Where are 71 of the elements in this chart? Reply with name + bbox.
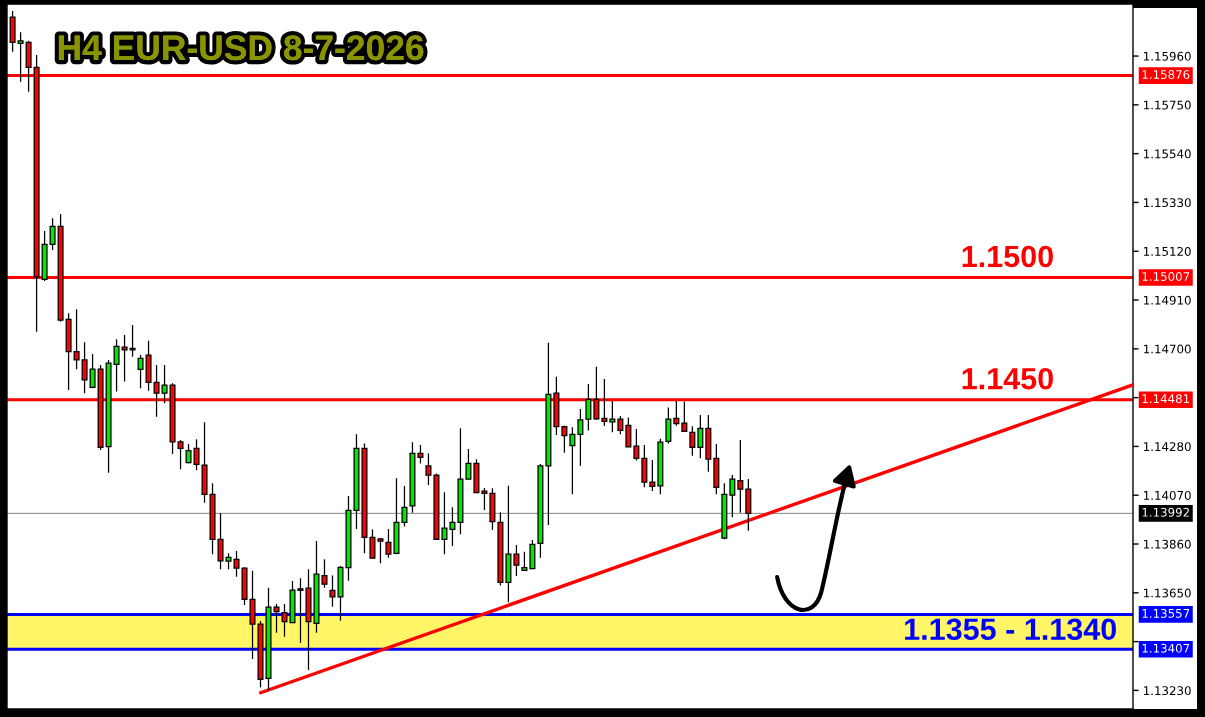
candlestick [121,334,128,383]
candlestick [697,414,704,459]
annotation: 1.1450 [962,367,1053,390]
y-tick-label: 1.15750 [1144,100,1191,110]
candlestick [497,511,504,587]
y-tick-label: 1.15120 [1144,246,1191,256]
band-label: 1.1355 - 1.1340 [905,618,1116,641]
annotation: 1.1500 [962,245,1053,268]
candlestick [473,458,480,494]
candlestick [73,308,80,370]
ref-line-label: 1.13407 [1142,643,1190,653]
candlestick [81,341,88,394]
candlestick [745,478,752,532]
candlestick [489,487,496,531]
text: H4 EUR-USD 8-7-2026 [58,35,424,61]
candlestick [609,400,616,433]
candlestick [65,312,72,391]
candlestick [713,443,720,495]
candlestick [449,506,456,547]
y-tick-label: 1.14070 [1144,490,1191,500]
candlestick [465,448,472,480]
candlestick [585,383,592,432]
ref-line-label: 1.15876 [1142,70,1190,79]
candlestick [721,482,728,540]
candlestick [633,428,640,462]
candlestick [545,342,552,526]
candlestick [425,452,432,486]
candlestick [481,487,488,511]
candlestick [729,474,736,518]
candlestick [129,324,136,358]
candlestick [49,217,56,251]
candlestick [105,359,112,474]
candlestick [625,416,632,449]
candlestick [737,439,744,514]
candlestick [705,414,712,473]
candlestick [521,551,528,572]
y-tick-label: 1.15540 [1144,149,1191,159]
candlestick [505,485,512,603]
y-tick-label: 1.14280 [1144,442,1191,452]
y-tick-label: 1.13860 [1144,539,1191,549]
candlestick [89,353,96,389]
candlestick [137,354,144,389]
y-tick-label: 1.14700 [1144,344,1191,354]
y-tick-label: 1.15960 [1144,51,1191,61]
y-tick-label: 1.13230 [1144,686,1191,696]
candlestick [9,10,16,53]
y-tick-label: 1.15330 [1144,198,1191,208]
y-tick-label: 1.13650 [1144,588,1191,598]
ref-line-label: 1.13992 [1142,507,1189,517]
candlestick [113,338,120,393]
candlestick [689,425,696,457]
y-tick-label: 1.14910 [1144,295,1191,305]
candlestick [617,415,624,435]
candlestick [537,463,544,559]
candlestick [17,31,24,83]
candlestick [529,539,536,570]
candlestick [641,444,648,488]
ref-line-label: 1.15007 [1142,271,1190,281]
candlestick [513,544,520,577]
candlestick [577,408,584,467]
candlestick [433,472,440,540]
ref-line-label: 1.13557 [1142,608,1190,618]
ref-line-label: 1.14481 [1142,394,1190,404]
candlestick [665,406,672,445]
candlestick [561,425,568,454]
candlestick [41,230,48,282]
candlestick [657,438,664,495]
candlestick [649,459,656,492]
candlestick [457,427,464,535]
candlestick [569,426,576,495]
candlestick [441,491,448,555]
